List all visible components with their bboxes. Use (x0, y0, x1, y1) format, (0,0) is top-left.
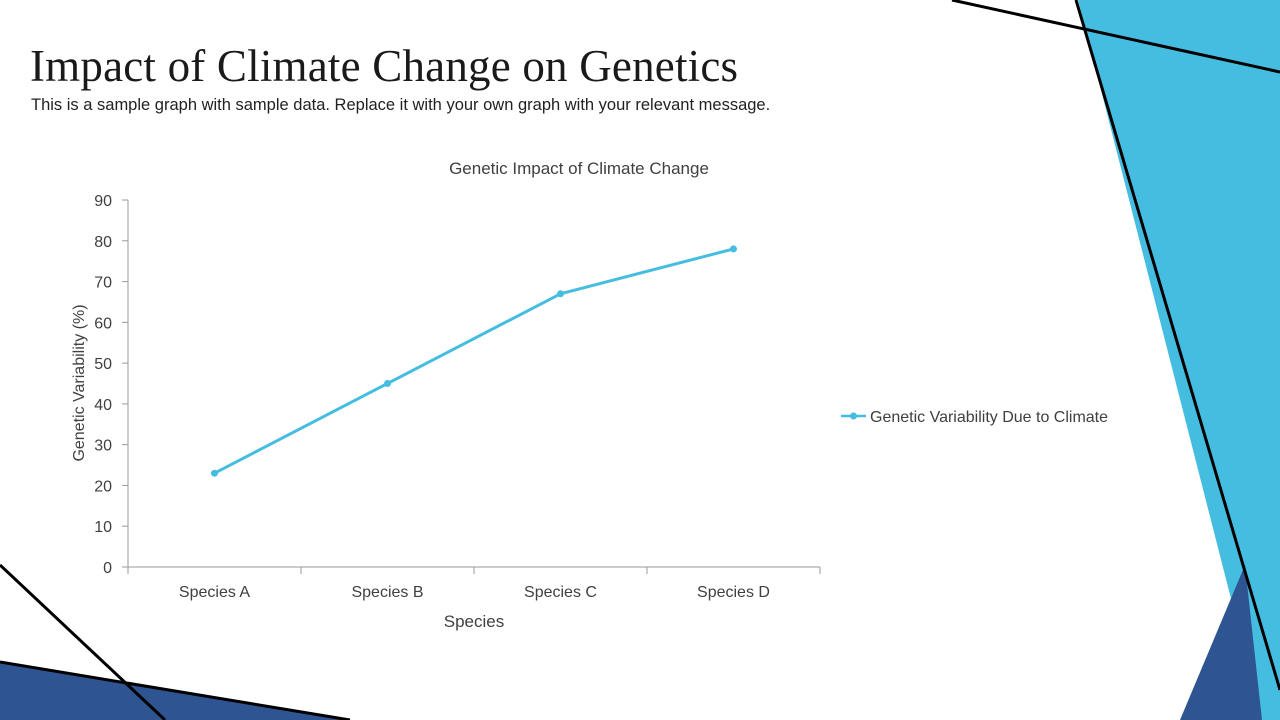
y-axis-label: Genetic Variability (%) (71, 304, 88, 461)
legend-label: Genetic Variability Due to Climate (870, 409, 1108, 426)
y-tick-label: 70 (94, 275, 112, 292)
y-tick-label: 80 (94, 234, 112, 251)
x-tick-label: Species B (351, 584, 423, 601)
chart-legend[interactable]: Genetic Variability Due to Climate (841, 409, 1108, 426)
y-tick-label: 90 (94, 193, 112, 210)
decor-line-bottom-left (0, 563, 167, 720)
y-tick-label: 60 (94, 315, 112, 332)
x-tick-label: Species D (697, 584, 770, 601)
y-tick-label: 30 (94, 438, 112, 455)
x-tick-label: Species C (524, 584, 597, 601)
decor-line-bottom (0, 660, 351, 720)
x-tick-label: Species A (179, 584, 250, 601)
data-point (730, 245, 737, 253)
y-axis: 0 10 20 30 40 50 60 70 80 90 (94, 193, 129, 577)
decor-line-right (1074, 0, 1280, 691)
chart-series (211, 245, 737, 477)
legend-point-marker (850, 412, 857, 420)
slide-subtitle: This is a sample graph with sample data.… (31, 96, 771, 114)
decor-dark-blue-shape-right (1180, 565, 1262, 720)
decor-line-top (951, 0, 1280, 74)
x-axis-label: Species (444, 612, 504, 631)
data-point (384, 380, 391, 387)
y-tick-label: 20 (94, 478, 112, 495)
y-tick-label: 0 (103, 560, 112, 577)
y-tick-label: 10 (94, 519, 112, 536)
slide-title: Impact of Climate Change on Genetics (30, 41, 739, 91)
y-tick-label: 50 (94, 356, 112, 373)
y-tick-label: 40 (94, 397, 112, 414)
data-point (557, 290, 564, 298)
data-point (211, 469, 218, 477)
series-line (213, 247, 734, 475)
x-axis: Species A Species B Species C Species D (127, 566, 821, 601)
chart-title: Genetic Impact of Climate Change (449, 159, 709, 178)
